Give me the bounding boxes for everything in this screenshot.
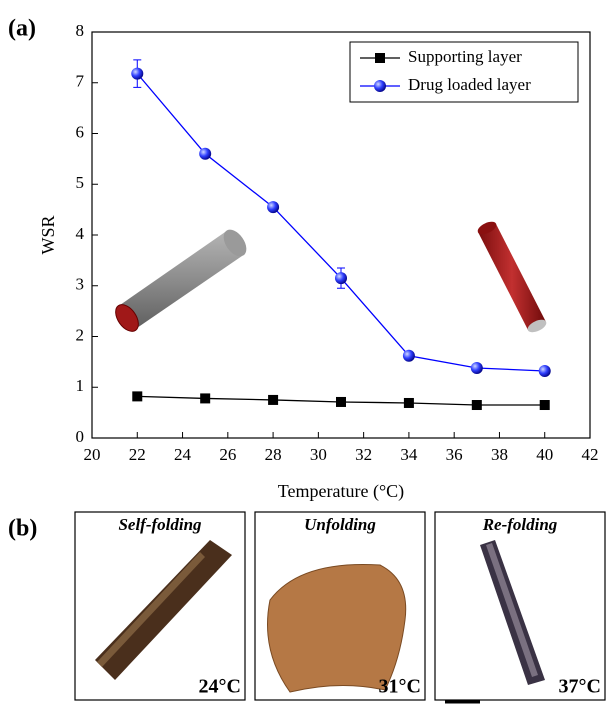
y-tick-label: 4 — [76, 224, 85, 243]
data-point — [539, 365, 551, 377]
x-tick-label: 40 — [536, 445, 553, 464]
y-tick-label: 3 — [76, 275, 85, 294]
panel-title: Self-folding — [118, 515, 202, 534]
data-point — [336, 397, 346, 407]
data-point — [200, 393, 210, 403]
panel-temperature: 37°C — [559, 676, 601, 698]
data-point — [131, 68, 143, 80]
y-tick-label: 8 — [76, 21, 85, 40]
y-tick-label: 5 — [76, 173, 85, 192]
photo-panels — [75, 512, 605, 702]
x-tick-label: 20 — [84, 445, 101, 464]
data-point — [471, 362, 483, 374]
x-tick-label: 30 — [310, 445, 327, 464]
x-tick-label: 32 — [355, 445, 372, 464]
data-point — [267, 201, 279, 213]
data-point — [199, 148, 211, 160]
data-point — [540, 400, 550, 410]
x-tick-label: 28 — [265, 445, 282, 464]
panel-label: (a) — [8, 16, 36, 42]
x-tick-label: 26 — [219, 445, 236, 464]
panel-title: Re-folding — [482, 515, 558, 534]
x-axis-label: Temperature (°C) — [278, 481, 404, 502]
y-tick-label: 7 — [76, 72, 85, 91]
x-tick-label: 34 — [400, 445, 418, 464]
legend-marker — [374, 80, 386, 92]
data-point — [403, 350, 415, 362]
red-tube-illustration — [476, 219, 548, 335]
x-tick-label: 42 — [582, 445, 599, 464]
data-point — [268, 395, 278, 405]
legend-marker — [375, 53, 385, 63]
gray-tube-illustration — [111, 226, 251, 336]
legend-label: Drug loaded layer — [408, 75, 531, 94]
data-point — [404, 398, 414, 408]
x-tick-label: 22 — [129, 445, 146, 464]
figure: (a) (b) 20222426283032343638404201234567… — [0, 0, 606, 708]
y-tick-label: 1 — [76, 376, 85, 395]
x-tick-label: 36 — [446, 445, 463, 464]
legend-label: Supporting layer — [408, 47, 522, 66]
panel-temperature: 24°C — [199, 676, 241, 698]
series-line — [137, 74, 544, 371]
data-point — [335, 272, 347, 284]
y-tick-label: 2 — [76, 325, 85, 344]
panel-label: (b) — [8, 516, 37, 542]
x-tick-label: 38 — [491, 445, 508, 464]
panel-title: Unfolding — [304, 515, 376, 534]
y-axis-label: WSR — [38, 215, 58, 254]
y-tick-label: 0 — [76, 427, 85, 446]
y-tick-label: 6 — [76, 122, 85, 141]
x-tick-label: 24 — [174, 445, 192, 464]
panel-temperature: 31°C — [379, 676, 421, 698]
data-point — [132, 391, 142, 401]
data-point — [472, 400, 482, 410]
